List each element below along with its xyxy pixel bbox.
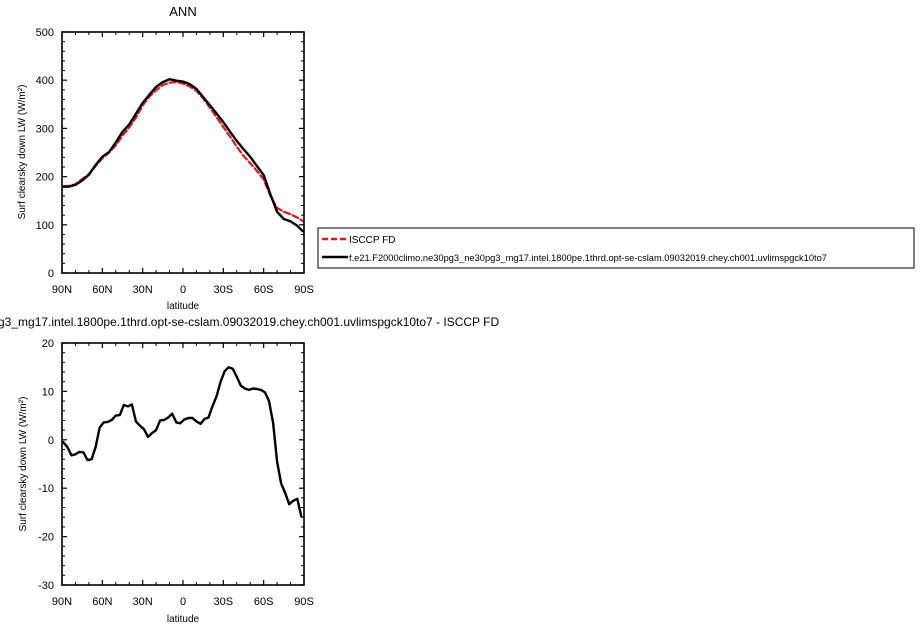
x-tick-label: 60N bbox=[92, 284, 112, 296]
x-tick-label: 90N bbox=[52, 284, 72, 296]
top-y-axis-label: Surf clearsky down LW (W/m²) bbox=[17, 85, 28, 220]
bottom-y-axis-label: Surf clearsky down LW (W/m²) bbox=[18, 397, 29, 532]
bottom-x-ticks: 90N 60N 30N 0 30S 60S 90S bbox=[52, 343, 314, 608]
x-tick-label: 90S bbox=[294, 284, 314, 296]
x-tick-label: 90S bbox=[294, 596, 314, 608]
x-tick-label: 60N bbox=[92, 596, 112, 608]
x-tick-label: 60S bbox=[254, 596, 274, 608]
legend-label-isccp: ISCCP FD bbox=[349, 235, 396, 246]
top-plot-area bbox=[62, 78, 304, 233]
x-tick-label: 90N bbox=[52, 596, 72, 608]
y-tick-label: 10 bbox=[42, 386, 54, 398]
x-tick-label: 30N bbox=[133, 284, 153, 296]
top-y-ticks: 0 100 200 300 400 500 bbox=[36, 27, 304, 280]
x-tick-label: 60S bbox=[254, 284, 274, 296]
bottom-plot-area bbox=[62, 366, 303, 518]
top-x-axis-label: latitude bbox=[167, 301, 200, 312]
top-chart: ANN 0 100 200 300 400 500 90N 60N 30N 0 30S 60S 90S… bbox=[17, 4, 314, 312]
bottom-y-ticks: -30 -20 -10 0 10 20 bbox=[38, 338, 304, 592]
x-tick-label: 0 bbox=[180, 284, 186, 296]
top-plot-frame bbox=[61, 31, 305, 274]
y-tick-label: 500 bbox=[36, 27, 54, 39]
series-line-1 bbox=[62, 78, 304, 233]
y-tick-label: 300 bbox=[36, 123, 54, 135]
top-chart-title: ANN bbox=[169, 4, 196, 19]
bottom-x-axis-label: latitude bbox=[167, 614, 200, 625]
bottom-plot-frame bbox=[61, 342, 305, 586]
y-tick-label: 100 bbox=[36, 220, 54, 232]
x-tick-label: 30N bbox=[133, 596, 153, 608]
series-line-0 bbox=[62, 366, 303, 518]
legend-label-model: f.e21.F2000climo.ne30pg3_ne30pg3_mg17.in… bbox=[349, 253, 827, 263]
bottom-chart: g3_mg17.intel.1800pe.1thrd.opt-se-cslam.… bbox=[0, 315, 500, 625]
top-x-ticks: 90N 60N 30N 0 30S 60S 90S bbox=[52, 32, 314, 296]
x-tick-label: 30S bbox=[214, 596, 234, 608]
y-tick-label: -20 bbox=[38, 532, 54, 544]
y-tick-label: 200 bbox=[36, 172, 54, 184]
y-tick-label: 0 bbox=[48, 435, 54, 447]
legend-box bbox=[317, 227, 915, 269]
y-tick-label: 20 bbox=[42, 338, 54, 350]
x-tick-label: 0 bbox=[180, 596, 186, 608]
legend: ISCCP FD f.e21.F2000climo.ne30pg3_ne30pg… bbox=[317, 227, 915, 269]
series-line-0 bbox=[62, 81, 304, 222]
x-tick-label: 30S bbox=[214, 284, 234, 296]
y-tick-label: 400 bbox=[36, 75, 54, 87]
y-tick-label: 0 bbox=[48, 268, 54, 280]
bottom-chart-title: g3_mg17.intel.1800pe.1thrd.opt-se-cslam.… bbox=[0, 315, 500, 329]
y-tick-label: -30 bbox=[38, 580, 54, 592]
y-tick-label: -10 bbox=[38, 483, 54, 495]
